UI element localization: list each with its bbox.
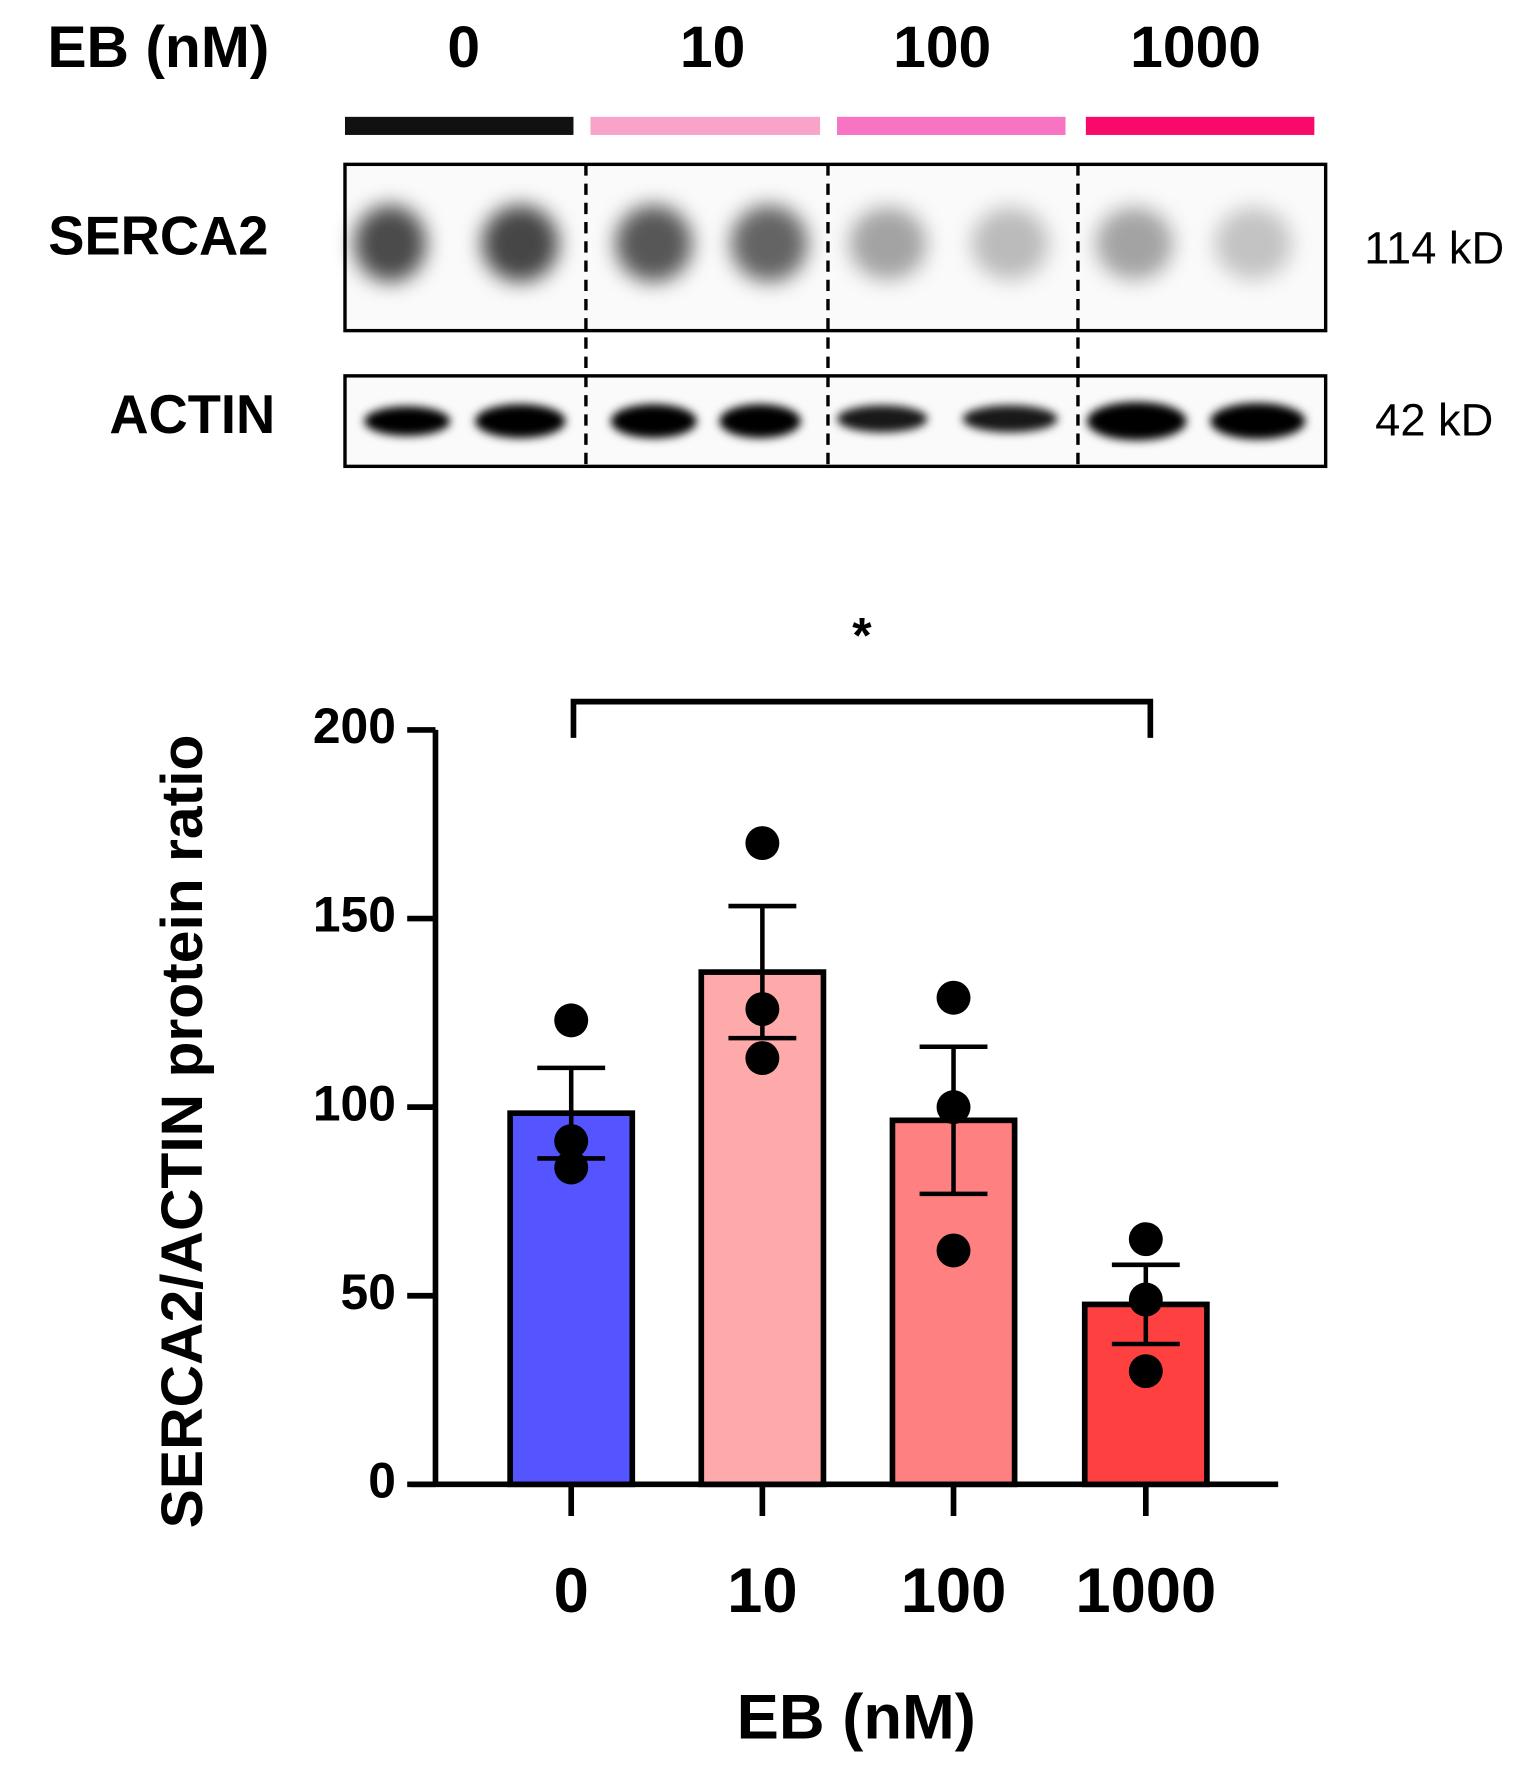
lane-label: 100: [893, 15, 991, 80]
data-point: [745, 826, 780, 861]
lane-color: [590, 116, 821, 135]
data-point: [1128, 1354, 1163, 1389]
x-tick-label: 100: [901, 1556, 1007, 1626]
serca2-bands: [354, 205, 1292, 282]
lane-label: 0: [447, 15, 480, 80]
data-point: [936, 980, 971, 1015]
x-axis-label: EB (nM): [737, 1683, 976, 1753]
y-tick-label: 100: [313, 1075, 396, 1131]
blot-label: EB (nM): [47, 15, 269, 80]
row-label: ACTIN: [109, 384, 275, 445]
x-tick-label: 0: [554, 1556, 589, 1626]
lane-color: [837, 116, 1066, 135]
data-point: [554, 1003, 589, 1038]
data-point: [1128, 1282, 1163, 1317]
actin-bands: [364, 401, 1306, 441]
data-point: [554, 1150, 589, 1185]
significance-bracket: [570, 698, 1154, 738]
y-tick-label: 0: [368, 1452, 396, 1508]
data-point: [936, 1233, 971, 1268]
row-label: SERCA2: [48, 205, 268, 266]
bar-chart: EB (nM) SERCA2/ACTIN protein ratio 0 50 10…: [150, 608, 1279, 1753]
significance-label: *: [852, 608, 872, 664]
data-point: [936, 1090, 971, 1125]
lane-color: [344, 116, 574, 135]
y-tick-label: 150: [313, 887, 396, 943]
data-point: [1128, 1222, 1163, 1257]
y-axis-label: SERCA2/ACTIN protein ratio: [150, 735, 215, 1529]
data-point: [745, 1041, 780, 1076]
western-blot: EB (nM) 0 10 100 1000: [47, 15, 1504, 469]
data-point: [554, 1124, 589, 1159]
lane-color: [1085, 116, 1315, 135]
y-tick-label: 50: [341, 1264, 396, 1320]
row-size: 114 kD: [1364, 222, 1504, 273]
x-tick-label: 1000: [1075, 1556, 1216, 1626]
x-tick-label: 10: [727, 1556, 797, 1626]
lane-label: 10: [680, 15, 745, 80]
lane-dividers: [584, 164, 1080, 467]
row-size: 42 kD: [1375, 394, 1493, 445]
y-tick-label: 200: [313, 698, 396, 754]
data-point: [745, 992, 780, 1027]
lane-label: 1000: [1130, 15, 1261, 80]
